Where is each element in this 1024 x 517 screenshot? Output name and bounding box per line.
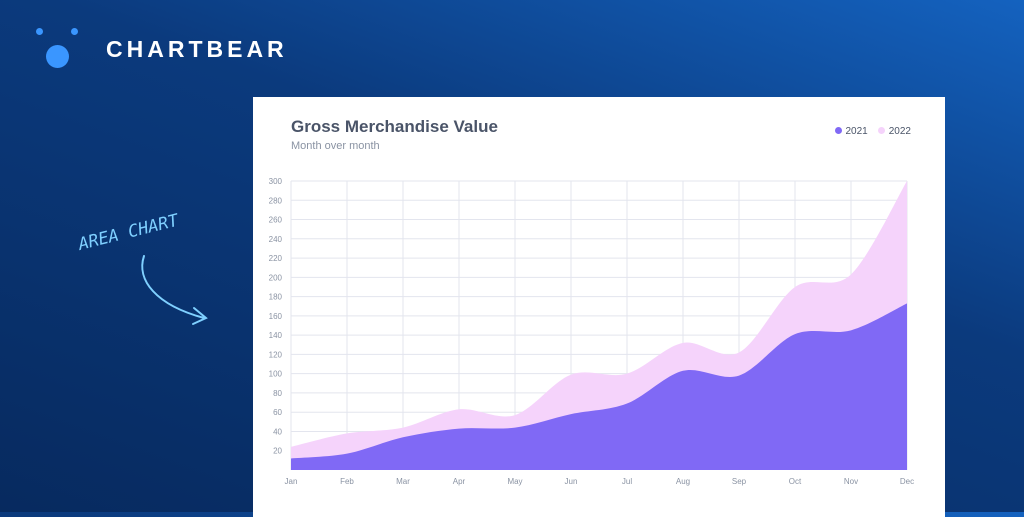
chart-card: Gross Merchandise Value Month over month… xyxy=(253,97,945,517)
y-tick-label: 300 xyxy=(269,177,283,186)
y-tick-label: 60 xyxy=(273,408,282,417)
area-chart: 20 40 60 80 100 120 140 160 180 200 220 240 260 280 30… xyxy=(269,177,914,486)
y-tick-label: 80 xyxy=(273,389,282,398)
y-tick-label: 120 xyxy=(269,350,283,359)
x-tick-label: Aug xyxy=(676,477,690,486)
x-tick-label: Oct xyxy=(789,477,802,486)
legend-item-2022[interactable]: 2022 xyxy=(877,126,911,137)
chart-title: Gross Merchandise Value xyxy=(291,117,498,136)
legend: 2021 2022 xyxy=(834,126,911,137)
x-tick-label: Jun xyxy=(565,477,578,486)
area-series-2021 xyxy=(291,303,907,470)
y-tick-label: 220 xyxy=(269,254,283,263)
x-tick-label: Mar xyxy=(396,477,410,486)
x-tick-label: Apr xyxy=(453,477,466,486)
y-tick-label: 20 xyxy=(273,447,282,456)
x-tick-label: Jul xyxy=(622,477,632,486)
y-tick-label: 260 xyxy=(269,216,283,225)
x-tick-label: Dec xyxy=(900,477,914,486)
arrow-icon xyxy=(141,255,208,325)
y-tick-label: 100 xyxy=(269,370,283,379)
x-tick-label: Feb xyxy=(340,477,354,486)
legend-item-2021[interactable]: 2021 xyxy=(834,126,868,137)
area-chart-annotation: AREA CHART xyxy=(76,210,208,325)
y-tick-label: 180 xyxy=(269,293,283,302)
x-tick-label: Nov xyxy=(844,477,858,486)
x-tick-label: Sep xyxy=(732,477,747,486)
annotation-text: AREA CHART xyxy=(76,210,182,255)
x-tick-label: May xyxy=(507,477,522,486)
y-tick-label: 40 xyxy=(273,427,282,436)
x-tick-label: Jan xyxy=(285,477,298,486)
brand-name: CHARTBEAR xyxy=(106,36,288,62)
y-tick-label: 280 xyxy=(269,196,283,205)
chart-subtitle: Month over month xyxy=(291,140,380,152)
y-tick-label: 160 xyxy=(269,312,283,321)
y-tick-label: 140 xyxy=(269,331,283,340)
y-tick-label: 240 xyxy=(269,235,283,244)
y-tick-label: 200 xyxy=(269,273,283,282)
